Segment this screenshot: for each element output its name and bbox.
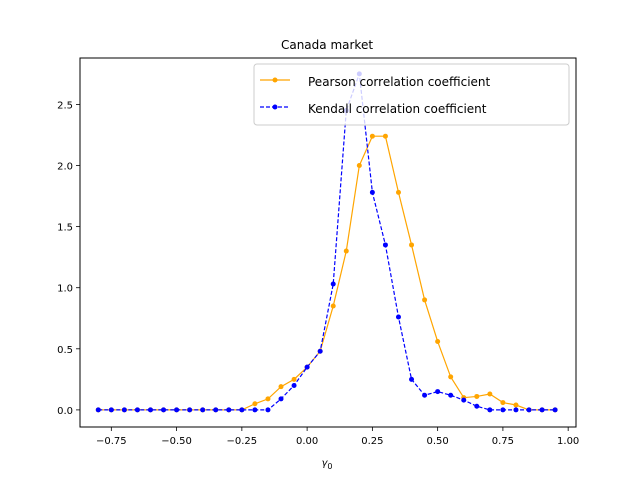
series-1-point xyxy=(330,281,336,287)
legend-pearson-marker xyxy=(272,77,278,83)
series-1-point xyxy=(161,407,167,413)
x-tick-label: 0.00 xyxy=(296,436,318,447)
legend-box xyxy=(253,63,570,126)
series-1-point xyxy=(474,403,480,409)
y-tick-label: 2.0 xyxy=(57,162,73,173)
series-0-point xyxy=(330,303,336,309)
y-tick-label: 0.5 xyxy=(57,345,73,356)
axes: −0.75 −0.50 −0.25 0.00 0.25 0.50 0.75 1.00 0.0 0.… xyxy=(57,100,579,447)
series-1-point xyxy=(134,407,140,413)
legend-label-pearson: Pearson correlation coefficient xyxy=(308,75,491,89)
series-0-point xyxy=(291,376,297,382)
series-1-point xyxy=(252,407,258,413)
series-1-point xyxy=(174,407,180,413)
series-1-point xyxy=(409,376,415,382)
series-0-point xyxy=(252,401,258,407)
series-0-point xyxy=(448,374,454,380)
legend: Pearson correlation coefficient Kendall … xyxy=(253,63,570,126)
series-1-point xyxy=(448,392,454,398)
series-0-point xyxy=(474,393,480,399)
series-1-point xyxy=(95,407,101,413)
series-line-0 xyxy=(98,135,556,411)
x-tick-label: 0.25 xyxy=(361,436,383,447)
x-tick-label: −0.50 xyxy=(161,436,192,447)
series-0-point xyxy=(356,163,362,169)
series-1-point xyxy=(461,397,467,403)
chart-title: Canada market xyxy=(281,38,373,52)
y-tick-label: 1.0 xyxy=(57,284,73,295)
plot-frame xyxy=(79,57,577,428)
series-1-point xyxy=(422,392,428,398)
series-0-point xyxy=(369,133,375,139)
series-0-point xyxy=(487,391,493,397)
series-1-point xyxy=(200,407,206,413)
series-0-point xyxy=(500,400,506,406)
series-1-point xyxy=(291,382,297,388)
series-1-point xyxy=(108,407,114,413)
series-1-point xyxy=(239,407,245,413)
x-tick-label: 0.75 xyxy=(492,436,514,447)
series-0-point xyxy=(513,402,519,408)
x-axis-label: γ0 xyxy=(321,458,332,471)
series-1-point xyxy=(435,389,441,395)
series-1-point xyxy=(265,407,271,413)
legend-kendall-marker xyxy=(272,104,278,110)
legend-label-kendall: Kendall correlation coefficient xyxy=(308,102,487,116)
series-1-point xyxy=(500,407,506,413)
series-1-point xyxy=(395,314,401,320)
x-tick-label: 0.50 xyxy=(427,436,449,447)
series-0-point xyxy=(395,189,401,195)
y-tick-label: 1.5 xyxy=(57,223,73,234)
series-1-point xyxy=(382,242,388,248)
series-0-point xyxy=(382,133,388,139)
series-0-point xyxy=(435,338,441,344)
y-tick-label: 0.0 xyxy=(57,406,73,417)
series-1-point xyxy=(187,407,193,413)
series-1-point xyxy=(278,396,284,402)
series-0-point xyxy=(409,242,415,248)
x-tick-label: 1.00 xyxy=(557,436,579,447)
series-1-point xyxy=(539,407,545,413)
series-1-point xyxy=(552,407,558,413)
series-1-point xyxy=(304,364,310,370)
series-1-point xyxy=(369,189,375,195)
series-1-point xyxy=(121,407,127,413)
x-tick-label: −0.25 xyxy=(227,436,258,447)
series-1-point xyxy=(226,407,232,413)
series-1-point xyxy=(487,407,493,413)
series-1-point xyxy=(526,407,532,413)
series-1-point xyxy=(147,407,153,413)
plot-marks xyxy=(95,71,558,413)
series-0-point xyxy=(343,248,349,254)
series-1-point xyxy=(213,407,219,413)
series-0-point xyxy=(422,297,428,303)
series-1-point xyxy=(317,348,323,354)
y-tick-label: 2.5 xyxy=(57,100,73,111)
x-tick-label: −0.75 xyxy=(96,436,127,447)
series-0-point xyxy=(278,384,284,390)
series-0-point xyxy=(265,396,271,402)
series-1-point xyxy=(513,407,519,413)
